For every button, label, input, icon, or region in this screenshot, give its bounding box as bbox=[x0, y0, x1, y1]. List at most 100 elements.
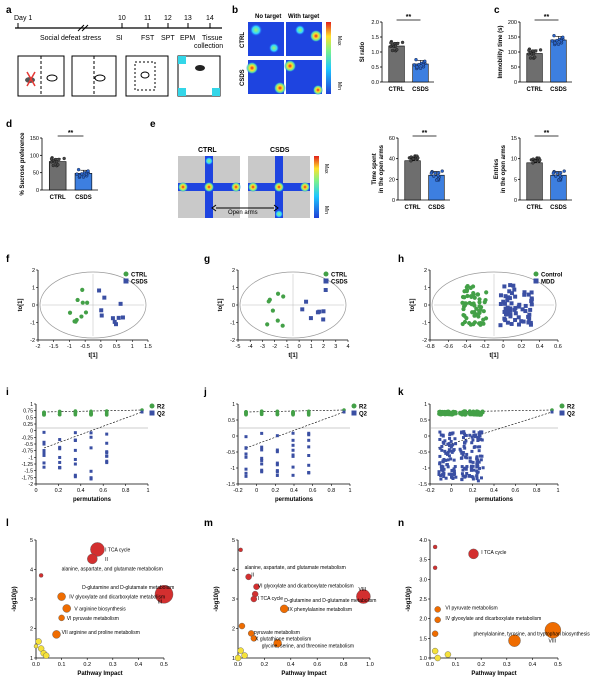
pathway-bubble bbox=[432, 544, 438, 550]
score-point-group2 bbox=[529, 302, 534, 307]
pathway-bubble bbox=[238, 547, 243, 553]
panel-e-epm-heatmaps: CTRL CSDS Open arms Max Min bbox=[178, 147, 329, 218]
q2-point bbox=[460, 451, 464, 455]
y-axis-title-line2: in the open arms bbox=[501, 144, 507, 193]
x-tick-label: 0.2 bbox=[272, 488, 280, 494]
pathway-bubble bbox=[431, 630, 439, 637]
x-tick-label: -2 bbox=[36, 344, 41, 350]
q2-point bbox=[468, 456, 472, 460]
y-tick-label: 3 bbox=[30, 597, 33, 603]
scatter-plots: -2 -1.5 -1 -0.5 0 0.5 1 1.5 -2 -1 0 1 2 t[1] to[1] CTRL… bbox=[12, 268, 590, 677]
q2-point bbox=[476, 439, 480, 443]
y-tick-label: 5 bbox=[30, 538, 33, 544]
q2-point bbox=[42, 451, 46, 455]
data-point bbox=[533, 55, 537, 59]
q2-point bbox=[461, 436, 465, 440]
q2-point bbox=[476, 470, 480, 474]
pathway-bubble bbox=[434, 654, 441, 662]
y-tick-label: 0 bbox=[30, 429, 33, 435]
pathway-annotation: D-glutamine and D-glutamate metabolism bbox=[82, 585, 174, 591]
q2-point bbox=[42, 453, 46, 457]
fst-cylinder-illustration bbox=[125, 55, 169, 97]
x-tick-label: -0.4 bbox=[462, 344, 471, 350]
r2-regression-line bbox=[43, 409, 143, 413]
q2-point bbox=[73, 473, 77, 477]
q2-point bbox=[275, 463, 279, 467]
q2-point bbox=[463, 441, 467, 445]
r2-point bbox=[42, 411, 46, 416]
r2-point bbox=[259, 412, 264, 417]
legend-marker bbox=[149, 410, 155, 416]
x-tick-label: CTRL bbox=[50, 195, 66, 201]
q2-regression-line bbox=[43, 411, 143, 449]
q2-point bbox=[458, 447, 462, 451]
y-tick-label: 0 bbox=[392, 198, 395, 204]
q2-point bbox=[105, 451, 109, 455]
q2-point bbox=[444, 458, 448, 462]
q2-point bbox=[443, 439, 447, 443]
data-point bbox=[433, 171, 437, 175]
pathway-bubble bbox=[247, 630, 255, 637]
pathway-annotation: IV glyoxylate and dicarboxylate metaboli… bbox=[445, 616, 541, 622]
y-tick-label: -1.5 bbox=[226, 482, 235, 488]
pathway-bubble bbox=[253, 583, 260, 590]
y-tick-label: 2.5 bbox=[419, 597, 427, 603]
data-point bbox=[531, 51, 536, 56]
pathway-annotation: I TCA cycle bbox=[105, 547, 130, 553]
panel-label-a: a bbox=[6, 5, 12, 16]
q2-point bbox=[475, 456, 479, 460]
panel-label-d: d bbox=[6, 119, 12, 130]
score-point-group1 bbox=[472, 303, 477, 308]
legend-marker bbox=[533, 271, 539, 277]
y-tick-label: -1 bbox=[422, 321, 427, 327]
y-axis-title: to[1] bbox=[410, 299, 416, 312]
r2-regression-line bbox=[245, 409, 345, 413]
data-point bbox=[561, 35, 565, 39]
y-tick-label: 1 bbox=[30, 402, 33, 408]
q2-point bbox=[477, 437, 481, 441]
y-tick-label: -1 bbox=[230, 321, 235, 327]
q2-point bbox=[470, 449, 474, 453]
x-tick-label: -0.2 bbox=[425, 488, 434, 494]
q2-point bbox=[478, 454, 482, 458]
panel-label-e: e bbox=[150, 119, 156, 130]
q2-point bbox=[447, 442, 451, 446]
q2-point bbox=[451, 449, 455, 453]
score-point-group1 bbox=[475, 312, 481, 317]
pathway-bubble bbox=[432, 565, 438, 570]
panel-b-heatmaps: No target With target CTRL CSDS Max Min bbox=[240, 14, 342, 95]
q2-point bbox=[459, 431, 463, 435]
data-point bbox=[562, 169, 566, 173]
score-point-group1 bbox=[475, 292, 480, 297]
q2-point bbox=[442, 474, 446, 478]
q2-point bbox=[439, 464, 443, 468]
q2-point bbox=[476, 464, 480, 468]
score-point-group1 bbox=[477, 300, 482, 305]
x-tick-label: 2 bbox=[322, 344, 325, 350]
q2-point bbox=[445, 463, 449, 467]
q2-point bbox=[476, 445, 480, 449]
data-point bbox=[527, 48, 531, 53]
score-point-group1 bbox=[472, 320, 477, 325]
r2-point bbox=[478, 412, 482, 416]
q2-point bbox=[442, 472, 446, 476]
score-point-group1 bbox=[469, 294, 474, 299]
data-point bbox=[418, 66, 423, 70]
q2-point bbox=[105, 441, 109, 445]
bar-ctrl bbox=[526, 162, 543, 201]
y-tick-label: -1.5 bbox=[24, 469, 33, 475]
pathway-bubble bbox=[58, 614, 65, 622]
x-tick-label: 0.4 bbox=[290, 488, 298, 494]
score-point-group1 bbox=[470, 310, 475, 315]
x-tick-label: 0 bbox=[34, 488, 37, 494]
hotelling-ellipse bbox=[39, 271, 147, 339]
data-point bbox=[534, 49, 538, 53]
score-point-group2 bbox=[503, 306, 508, 311]
x-tick-label: 0.0 bbox=[32, 662, 40, 668]
pathway-annotation: III bbox=[158, 599, 162, 605]
data-point bbox=[55, 160, 59, 164]
y-axis-title: -log10(p) bbox=[214, 586, 220, 611]
panel-label-h: h bbox=[398, 254, 404, 265]
timeline-day1: Day 1 bbox=[14, 15, 32, 22]
epm-heatmap-min: Min bbox=[323, 206, 329, 214]
